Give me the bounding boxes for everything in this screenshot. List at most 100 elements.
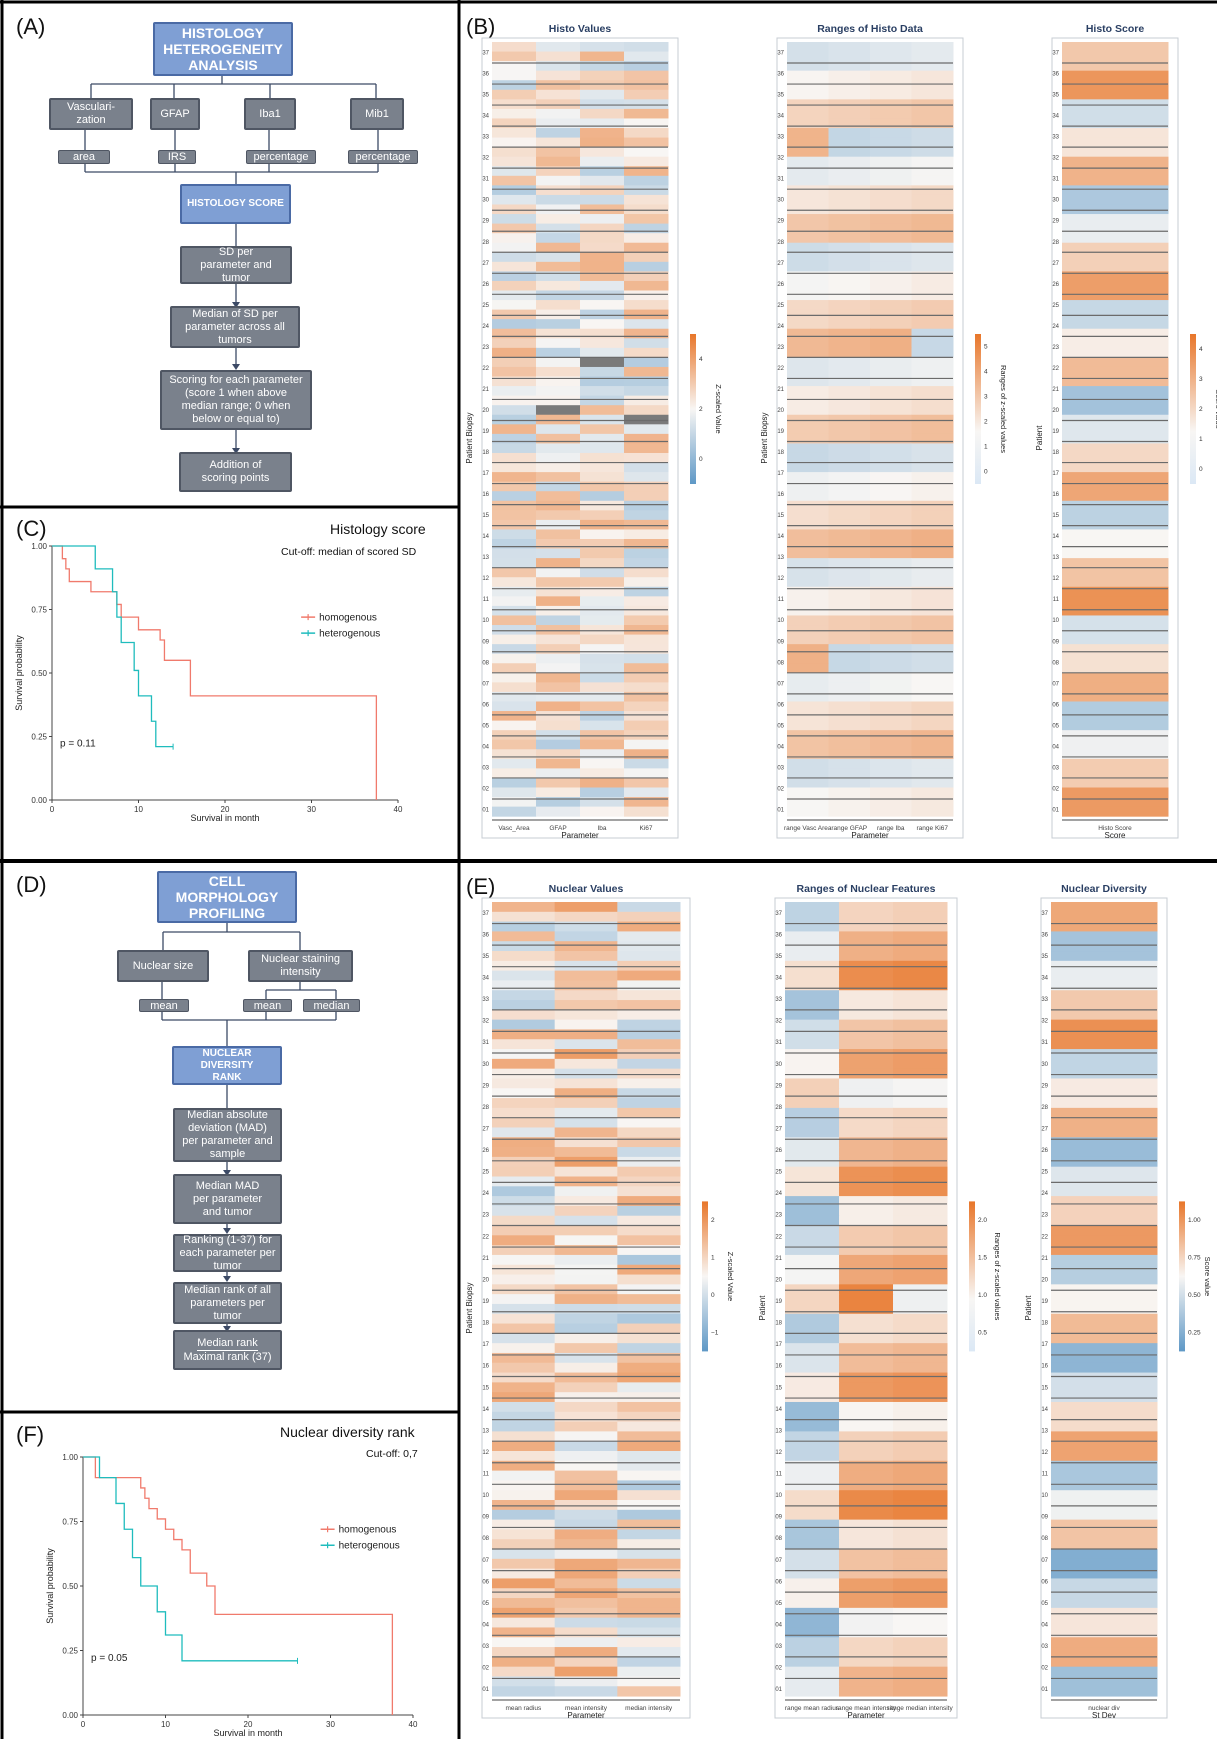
heatmap-cell	[1062, 194, 1169, 205]
heatmap-cell	[536, 539, 581, 550]
y-tick-label: 25	[482, 1170, 489, 1176]
heatmap-cell	[787, 539, 829, 550]
heatmap-cell	[839, 931, 894, 942]
heatmap-cell	[785, 1147, 840, 1158]
heatmap-cell	[1051, 1147, 1158, 1158]
heatmap-cell	[580, 405, 625, 416]
heatmap-cell	[492, 233, 537, 244]
y-tick-label: 21	[777, 387, 784, 393]
heatmap-cell	[870, 70, 912, 81]
heatmap-cell	[870, 682, 912, 693]
heatmap-cell	[893, 1000, 948, 1011]
heatmap-cell	[839, 1147, 894, 1158]
legend-tick-label: 4	[699, 356, 703, 363]
heatmap-cell	[828, 739, 871, 750]
heatmap-cell	[1062, 720, 1169, 731]
heatmap-cell	[870, 61, 912, 72]
heatmap-cell	[554, 1509, 618, 1521]
y-tick-label: 26	[482, 282, 489, 288]
heatmap-cell	[893, 1107, 948, 1119]
heatmap-cell	[536, 653, 581, 664]
heatmap-cell	[580, 42, 625, 53]
heatmap-cell	[624, 548, 669, 559]
legend-title: Score value	[1214, 389, 1217, 429]
y-tick-label: 05	[482, 723, 489, 729]
y-tick-label: 22	[1041, 1234, 1048, 1240]
heatmap-cell	[911, 70, 954, 81]
heatmap-cell	[536, 806, 581, 817]
fraction-denominator: Maximal rank (37)	[183, 1350, 272, 1363]
y-tick-label: 13	[775, 1428, 782, 1434]
heatmap-cell	[870, 558, 912, 569]
heatmap-cell	[580, 711, 625, 722]
legend-tick-label: 0	[984, 469, 988, 476]
y-tick-label: 06	[1041, 1579, 1048, 1585]
heatmap-cell	[617, 1019, 681, 1030]
heatmap-cell	[785, 1009, 840, 1021]
heatmap-cell	[828, 510, 871, 521]
heatmap-cell	[492, 990, 556, 1001]
heatmap-cell	[911, 558, 954, 569]
y-tick-label: 18	[1052, 450, 1059, 456]
x-tick-label: range mean intensity	[836, 1705, 897, 1712]
heatmap-cell	[624, 758, 669, 769]
y-tick-label: 11	[1042, 1472, 1049, 1478]
heatmap-cell	[1051, 1676, 1158, 1687]
heatmap-cell	[785, 1460, 840, 1472]
legend-tick-label: 1	[984, 444, 988, 451]
y-tick-label: 0.75	[62, 1518, 78, 1527]
heatmap-cell	[492, 1450, 556, 1462]
heatmap-cell	[554, 1598, 618, 1609]
heatmap-cell	[828, 682, 871, 693]
x-axis-label: Parameter	[851, 831, 889, 840]
heatmap-cell	[554, 1117, 618, 1128]
heatmap-cell	[492, 280, 537, 292]
heatmap-cell	[1062, 682, 1169, 693]
heatmap-cell	[580, 644, 625, 655]
heatmap-cell	[828, 558, 871, 569]
y-tick-label: 01	[777, 807, 784, 813]
heatmap-cell	[492, 1049, 556, 1060]
x-tick-label: mean intensity	[565, 1705, 608, 1712]
heatmap-cell	[580, 758, 625, 769]
heatmap-cell	[893, 1539, 948, 1550]
heatmap-cell	[787, 749, 829, 760]
heatmap-cell	[1062, 481, 1169, 492]
heatmap-cell	[787, 128, 829, 139]
heatmap-cell	[839, 990, 894, 1001]
heatmap-cell	[554, 1490, 618, 1501]
heatmap-cell	[492, 1598, 556, 1609]
step-box-median-mad: Median MAD per parameter and tumor	[173, 1174, 282, 1224]
heatmap-cell	[554, 1549, 618, 1560]
heatmap-cell	[536, 347, 581, 358]
heatmap-cell	[617, 1382, 681, 1393]
heatmap-cell	[492, 1127, 556, 1138]
heatmap-cell	[617, 1362, 681, 1374]
sub-box-median-intensity: median	[303, 999, 360, 1012]
heatmap-cell	[1062, 70, 1169, 81]
heatmap-cell	[785, 1578, 840, 1589]
heatmap-cell	[492, 758, 537, 769]
heatmap-cell	[536, 233, 581, 244]
heatmap-cell	[1051, 1519, 1158, 1530]
heatmap-cell	[1062, 175, 1169, 186]
heatmap-cell	[787, 137, 829, 148]
heatmap-cell	[828, 691, 871, 702]
heatmap-cell	[870, 319, 912, 330]
heatmap-cell	[911, 433, 954, 444]
heatmap-cell	[839, 1284, 894, 1295]
heatmap-cell	[492, 1411, 556, 1423]
x-tick-label: 10	[134, 805, 143, 814]
y-tick-label: 26	[482, 1148, 489, 1154]
heatmap-cell	[624, 233, 669, 244]
heatmap-cell	[1051, 1088, 1158, 1099]
heatmap-cell	[785, 1078, 840, 1089]
heatmap-cell	[1051, 911, 1158, 923]
heatmap-cell	[870, 357, 912, 368]
heatmap-cell	[580, 395, 625, 406]
heatmap-cell	[787, 787, 829, 798]
step-box-2: Median of SD per parameter across all tu…	[170, 306, 300, 348]
panel-label-c: (C)	[16, 516, 47, 541]
heatmap-cell	[1062, 529, 1169, 540]
legend-tick-label: 1.00	[1188, 1217, 1201, 1224]
